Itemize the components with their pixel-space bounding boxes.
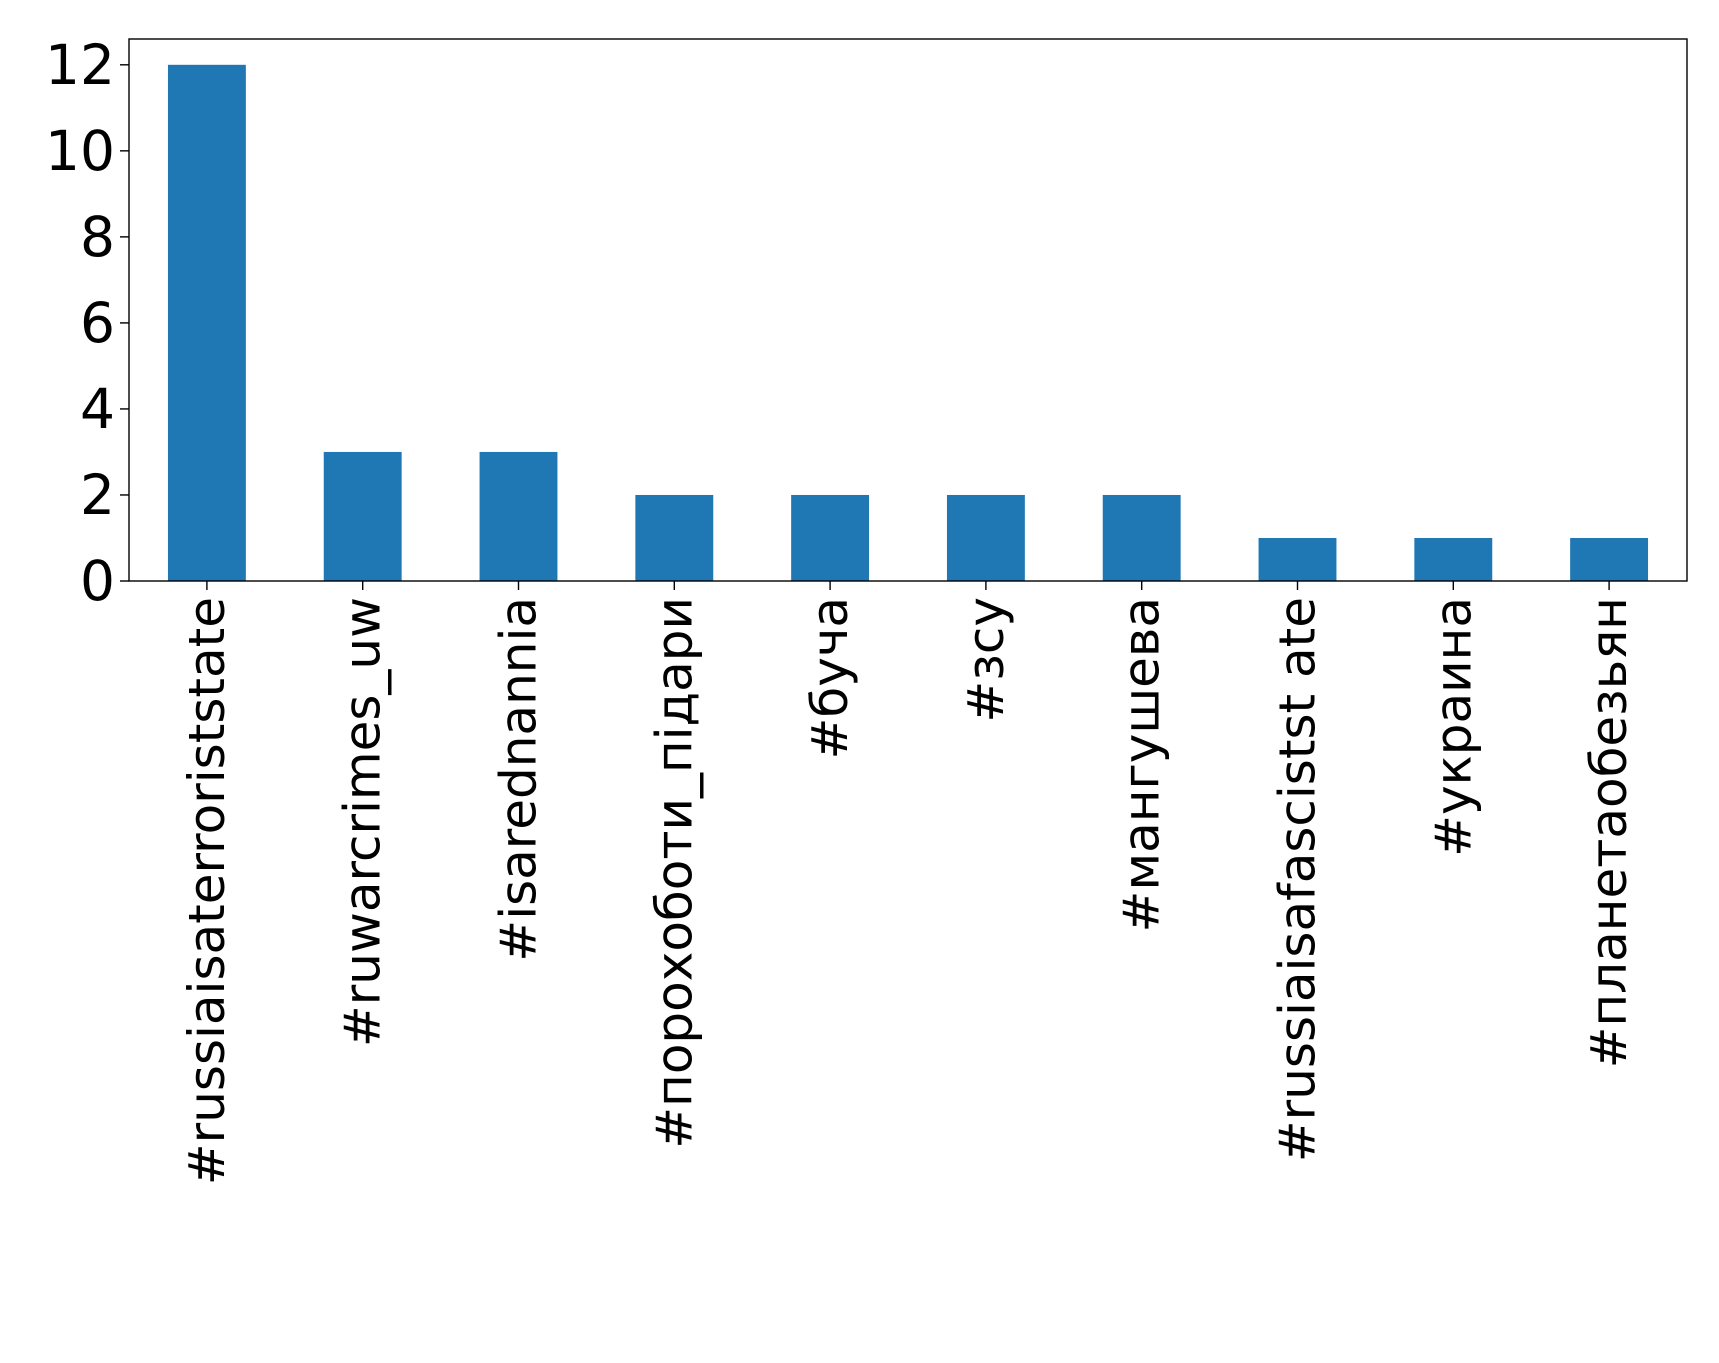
x-tick-label: #ruwarcrimes_uw [334, 597, 392, 1047]
bar-0 [167, 64, 246, 582]
y-tick-label: 4 [80, 377, 115, 441]
bar-5 [946, 494, 1025, 581]
plot-frame [128, 38, 1688, 582]
x-tick-label: #isarednannia [490, 597, 548, 962]
bar-4 [791, 494, 870, 581]
bar-3 [635, 494, 714, 581]
y-axis: 0 2 4 6 8 10 12 [45, 33, 129, 613]
bar-6 [1102, 494, 1181, 581]
y-tick-label: 12 [45, 33, 115, 97]
x-tick-label: #порохоботи_підари [645, 597, 703, 1149]
x-tick-label: #зсу [957, 597, 1015, 723]
bar-8 [1414, 537, 1493, 581]
x-tick-label: #украина [1424, 597, 1482, 857]
x-tick-label: #планетаобезьян [1580, 597, 1638, 1068]
y-tick-label: 10 [45, 119, 115, 183]
bars-group [167, 64, 1649, 582]
bar-1 [323, 451, 402, 581]
y-tick-label: 6 [80, 291, 115, 355]
x-tick-label: #мангушева [1113, 597, 1171, 932]
y-tick-label: 2 [80, 463, 115, 527]
bar-7 [1258, 537, 1337, 581]
x-tick-label: #russiaisaterroriststate [178, 597, 236, 1185]
bar-2 [479, 451, 558, 581]
x-tick-label: #russiaisafascistst ate [1269, 597, 1327, 1162]
y-tick-label: 0 [80, 549, 115, 613]
x-axis: #russiaisaterroriststate #ruwarcrimes_uw #… [178, 581, 1638, 1185]
y-tick-label: 8 [80, 205, 115, 269]
bar-9 [1570, 537, 1649, 581]
x-tick-label: #буча [801, 597, 859, 760]
